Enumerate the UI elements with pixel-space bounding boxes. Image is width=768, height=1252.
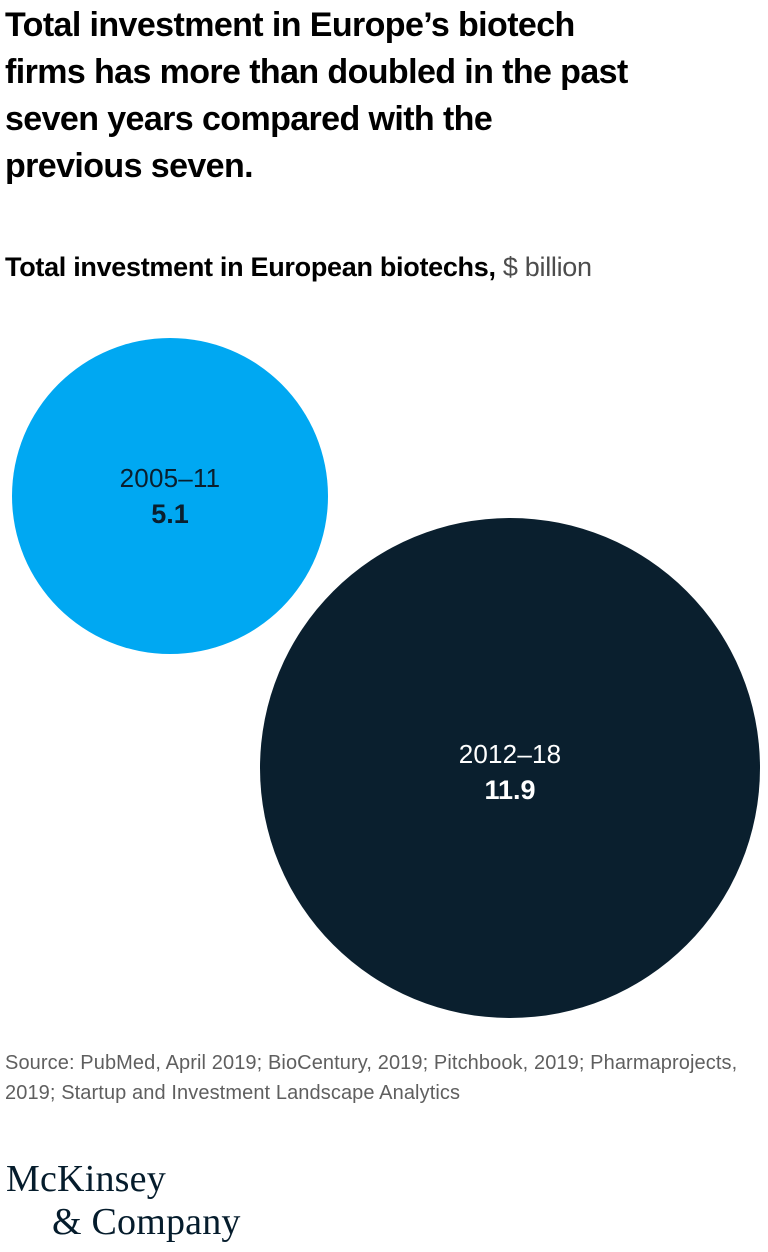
- bubble-value-label: 5.1: [151, 499, 189, 529]
- mckinsey-logo: McKinsey & Company: [6, 1158, 241, 1244]
- page-title-line: previous seven.: [5, 147, 254, 185]
- mckinsey-logo-line2: & Company: [52, 1201, 241, 1243]
- bubble-period-label: 2012–18: [458, 739, 562, 769]
- chart-subtitle-unit: $ billion: [495, 252, 592, 282]
- chart-subtitle: Total investment in European biotechs, $…: [5, 250, 761, 284]
- bubble-2005-11-labels: 2005–11 5.1: [120, 464, 221, 528]
- chart-subtitle-label: Total investment in European biotechs,: [5, 252, 496, 282]
- page-title: Total investment in Europe’s biotech fir…: [5, 2, 761, 190]
- page-title-line: firms has more than doubled in the past: [5, 53, 628, 91]
- source-note-line: 2019; Startup and Investment Landscape A…: [5, 1082, 461, 1104]
- page-title-line: Total investment in Europe’s biotech: [5, 6, 575, 44]
- bubble-2012-18-labels: 2012–18 11.9: [459, 740, 562, 804]
- mckinsey-logo-line1: McKinsey: [6, 1158, 166, 1200]
- bubble-period-label: 2005–11: [119, 463, 221, 493]
- bubble-2012-18: 2012–18 11.9: [260, 518, 760, 1018]
- bubble-2005-11: 2005–11 5.1: [12, 338, 328, 654]
- bubble-value-label: 11.9: [484, 775, 536, 805]
- source-note-line: Source: PubMed, April 2019; BioCentury, …: [5, 1052, 738, 1074]
- page-title-line: seven years compared with the: [5, 100, 493, 138]
- source-note: Source: PubMed, April 2019; BioCentury, …: [5, 1048, 765, 1108]
